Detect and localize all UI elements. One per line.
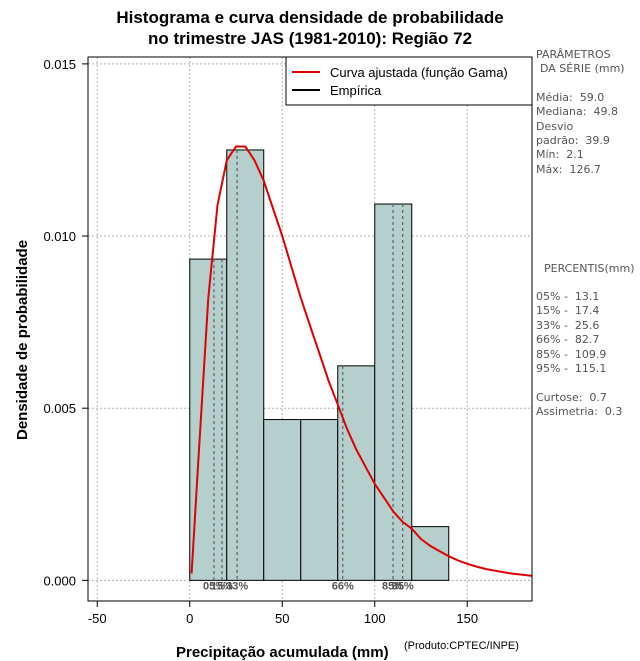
chart-title-line1: Histograma e curva densidade de probabil… <box>116 8 504 27</box>
percentis-heading: PERCENTIS(mm) <box>544 262 635 275</box>
percentil-95: 95% - 115.1 <box>536 362 607 375</box>
percentile-label-05%: 05% <box>203 580 225 592</box>
legend-fitted-label: Curva ajustada (função Gama) <box>330 65 508 80</box>
histogram-bar-2 <box>263 419 302 581</box>
y-tick-label-2: 0.010 <box>43 229 76 244</box>
x-tick-label-4: 150 <box>456 611 478 626</box>
percentile-label-95%: 95% <box>392 580 414 592</box>
percentile-label-33%: 33% <box>226 580 248 592</box>
product-credit: (Produto:CPTEC/INPE) <box>404 640 519 652</box>
fitted-gamma-curve <box>190 145 533 577</box>
y-tick-label-1: 0.005 <box>43 401 76 416</box>
legend-empirical-label: Empírica <box>330 83 382 98</box>
percentil-66: 66% - 82.7 <box>536 333 600 346</box>
x-tick-label-2: 50 <box>275 611 289 626</box>
histogram-bar-3 <box>300 419 339 581</box>
param-max: Máx: 126.7 <box>536 163 601 176</box>
param-desvio-1: Desvio <box>536 120 574 133</box>
param-min: Mín: 2.1 <box>536 148 584 161</box>
stat-curtose: Curtose: 0.7 <box>536 391 607 404</box>
stat-assimetria: Assimetria: 0.3 <box>536 405 623 418</box>
param-mediana: Mediana: 49.8 <box>536 105 618 118</box>
histogram-bar-1 <box>226 149 265 581</box>
percentile-label-85%: 85% <box>382 580 404 592</box>
percentile-label-66%: 66% <box>332 580 354 592</box>
x-tick-label-0: -50 <box>88 611 107 626</box>
x-tick-label-3: 100 <box>364 611 386 626</box>
param-media: Média: 59.0 <box>536 91 605 104</box>
y-axis-label: Densidade de probabilidade <box>14 239 31 440</box>
params-heading-1: PARÂMETROS <box>536 48 611 61</box>
percentil-05: 05% - 13.1 <box>536 290 600 303</box>
percentile-lines-layer: 05%15%33% 66% 85%95% <box>203 149 414 592</box>
x-tick-label-1: 0 <box>186 611 193 626</box>
param-desvio-2: padrão: 39.9 <box>536 134 610 147</box>
fitted-curve-layer <box>190 145 533 577</box>
legend-box <box>285 56 533 106</box>
legend: Curva ajustada (função Gama) Empírica <box>285 56 533 106</box>
percentil-15: 15% - 17.4 <box>536 304 600 317</box>
params-heading-2: DA SÉRIE (mm) <box>540 62 625 75</box>
bars-layer <box>189 149 450 581</box>
percentile-label-15%: 15% <box>211 580 233 592</box>
axes-layer: -50 0 50 100 150 0.000 0.005 0.010 0.015 <box>43 56 533 626</box>
percentil-85: 85% - 109.9 <box>536 348 607 361</box>
y-tick-label-0: 0.000 <box>43 573 76 588</box>
y-tick-label-3: 0.015 <box>43 57 76 72</box>
percentil-33: 33% - 25.6 <box>536 319 600 332</box>
x-axis-label: Precipitação acumulada (mm) <box>176 644 389 661</box>
chart-title-line2: no trimestre JAS (1981-2010): Região 72 <box>147 29 473 48</box>
